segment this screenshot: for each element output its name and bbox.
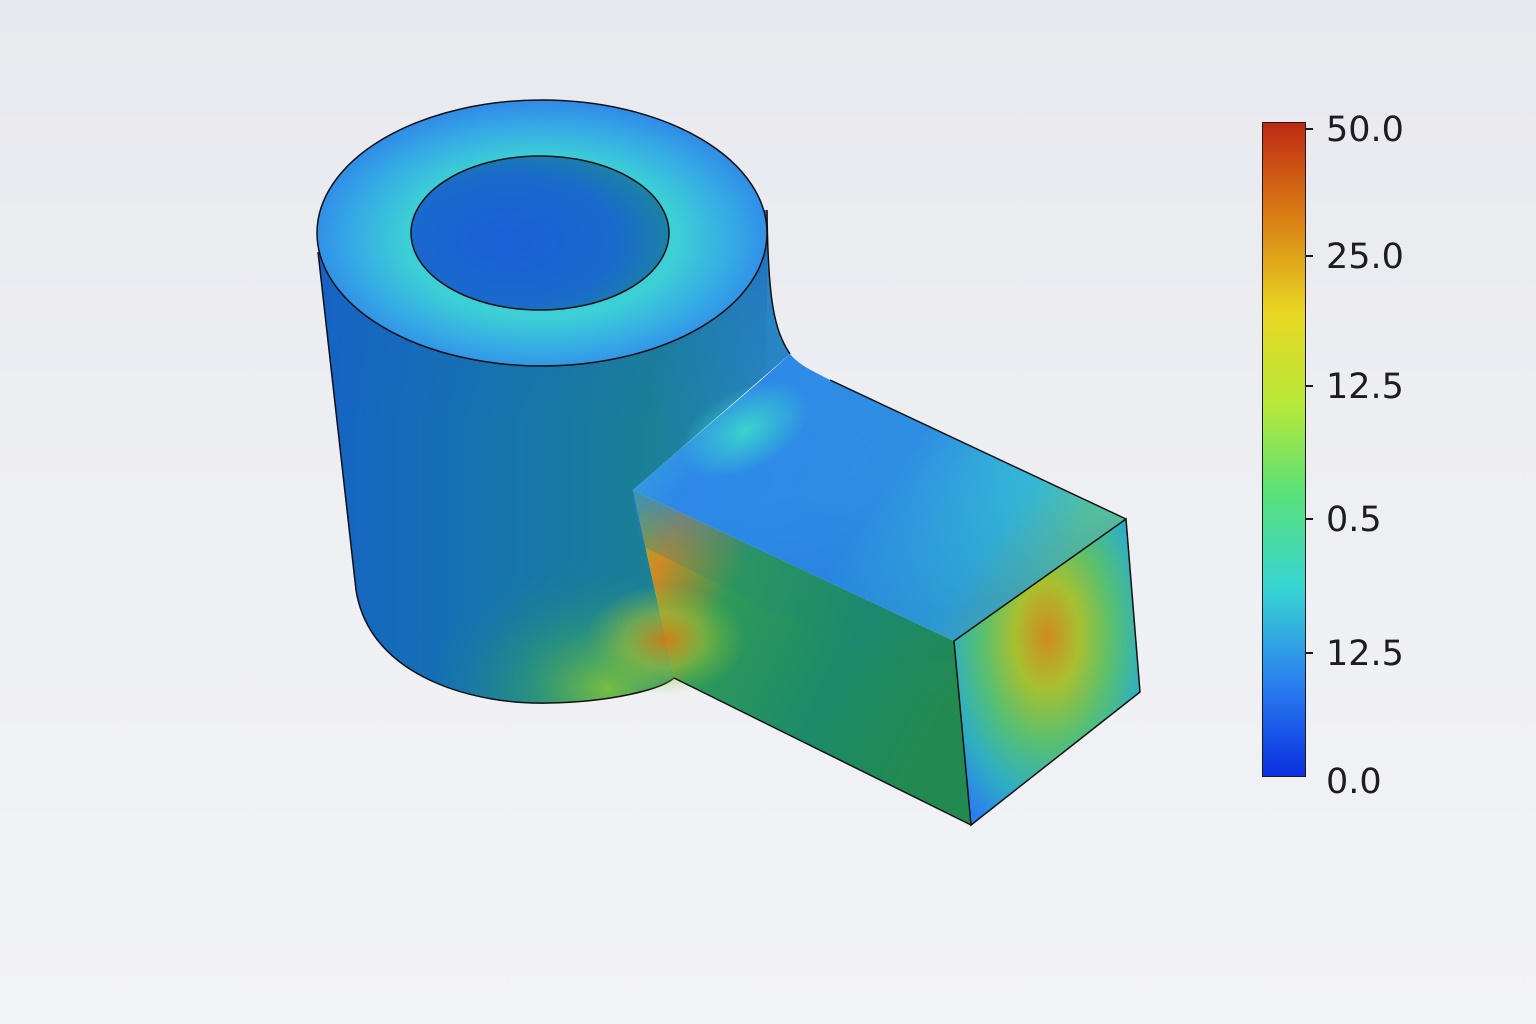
colorbar [1262, 122, 1306, 777]
colorbar-label-max: 50.0 [1326, 110, 1404, 150]
colorbar-tick [1305, 652, 1313, 654]
arm-side-face [585, 490, 972, 826]
colorbar-tick [1305, 255, 1313, 257]
colorbar-label: 0.5 [1326, 500, 1382, 540]
cylinder-top-ring [316, 99, 768, 367]
colorbar-tick [1305, 128, 1313, 130]
arm-top-face [633, 354, 1127, 641]
bore-hole [410, 155, 670, 311]
colorbar-label: 12.5 [1326, 367, 1404, 407]
colorbar-label: 25.0 [1326, 237, 1404, 277]
colorbar-label-min: 0.0 [1326, 762, 1382, 802]
colorbar-tick [1305, 518, 1313, 520]
colorbar-tick [1305, 385, 1313, 387]
color-legend: 50.0 25.0 12.5 0.5 12.5 0.0 [1262, 113, 1404, 800]
colorbar-label: 12.5 [1326, 634, 1404, 674]
arm-end-face [953, 517, 1141, 827]
